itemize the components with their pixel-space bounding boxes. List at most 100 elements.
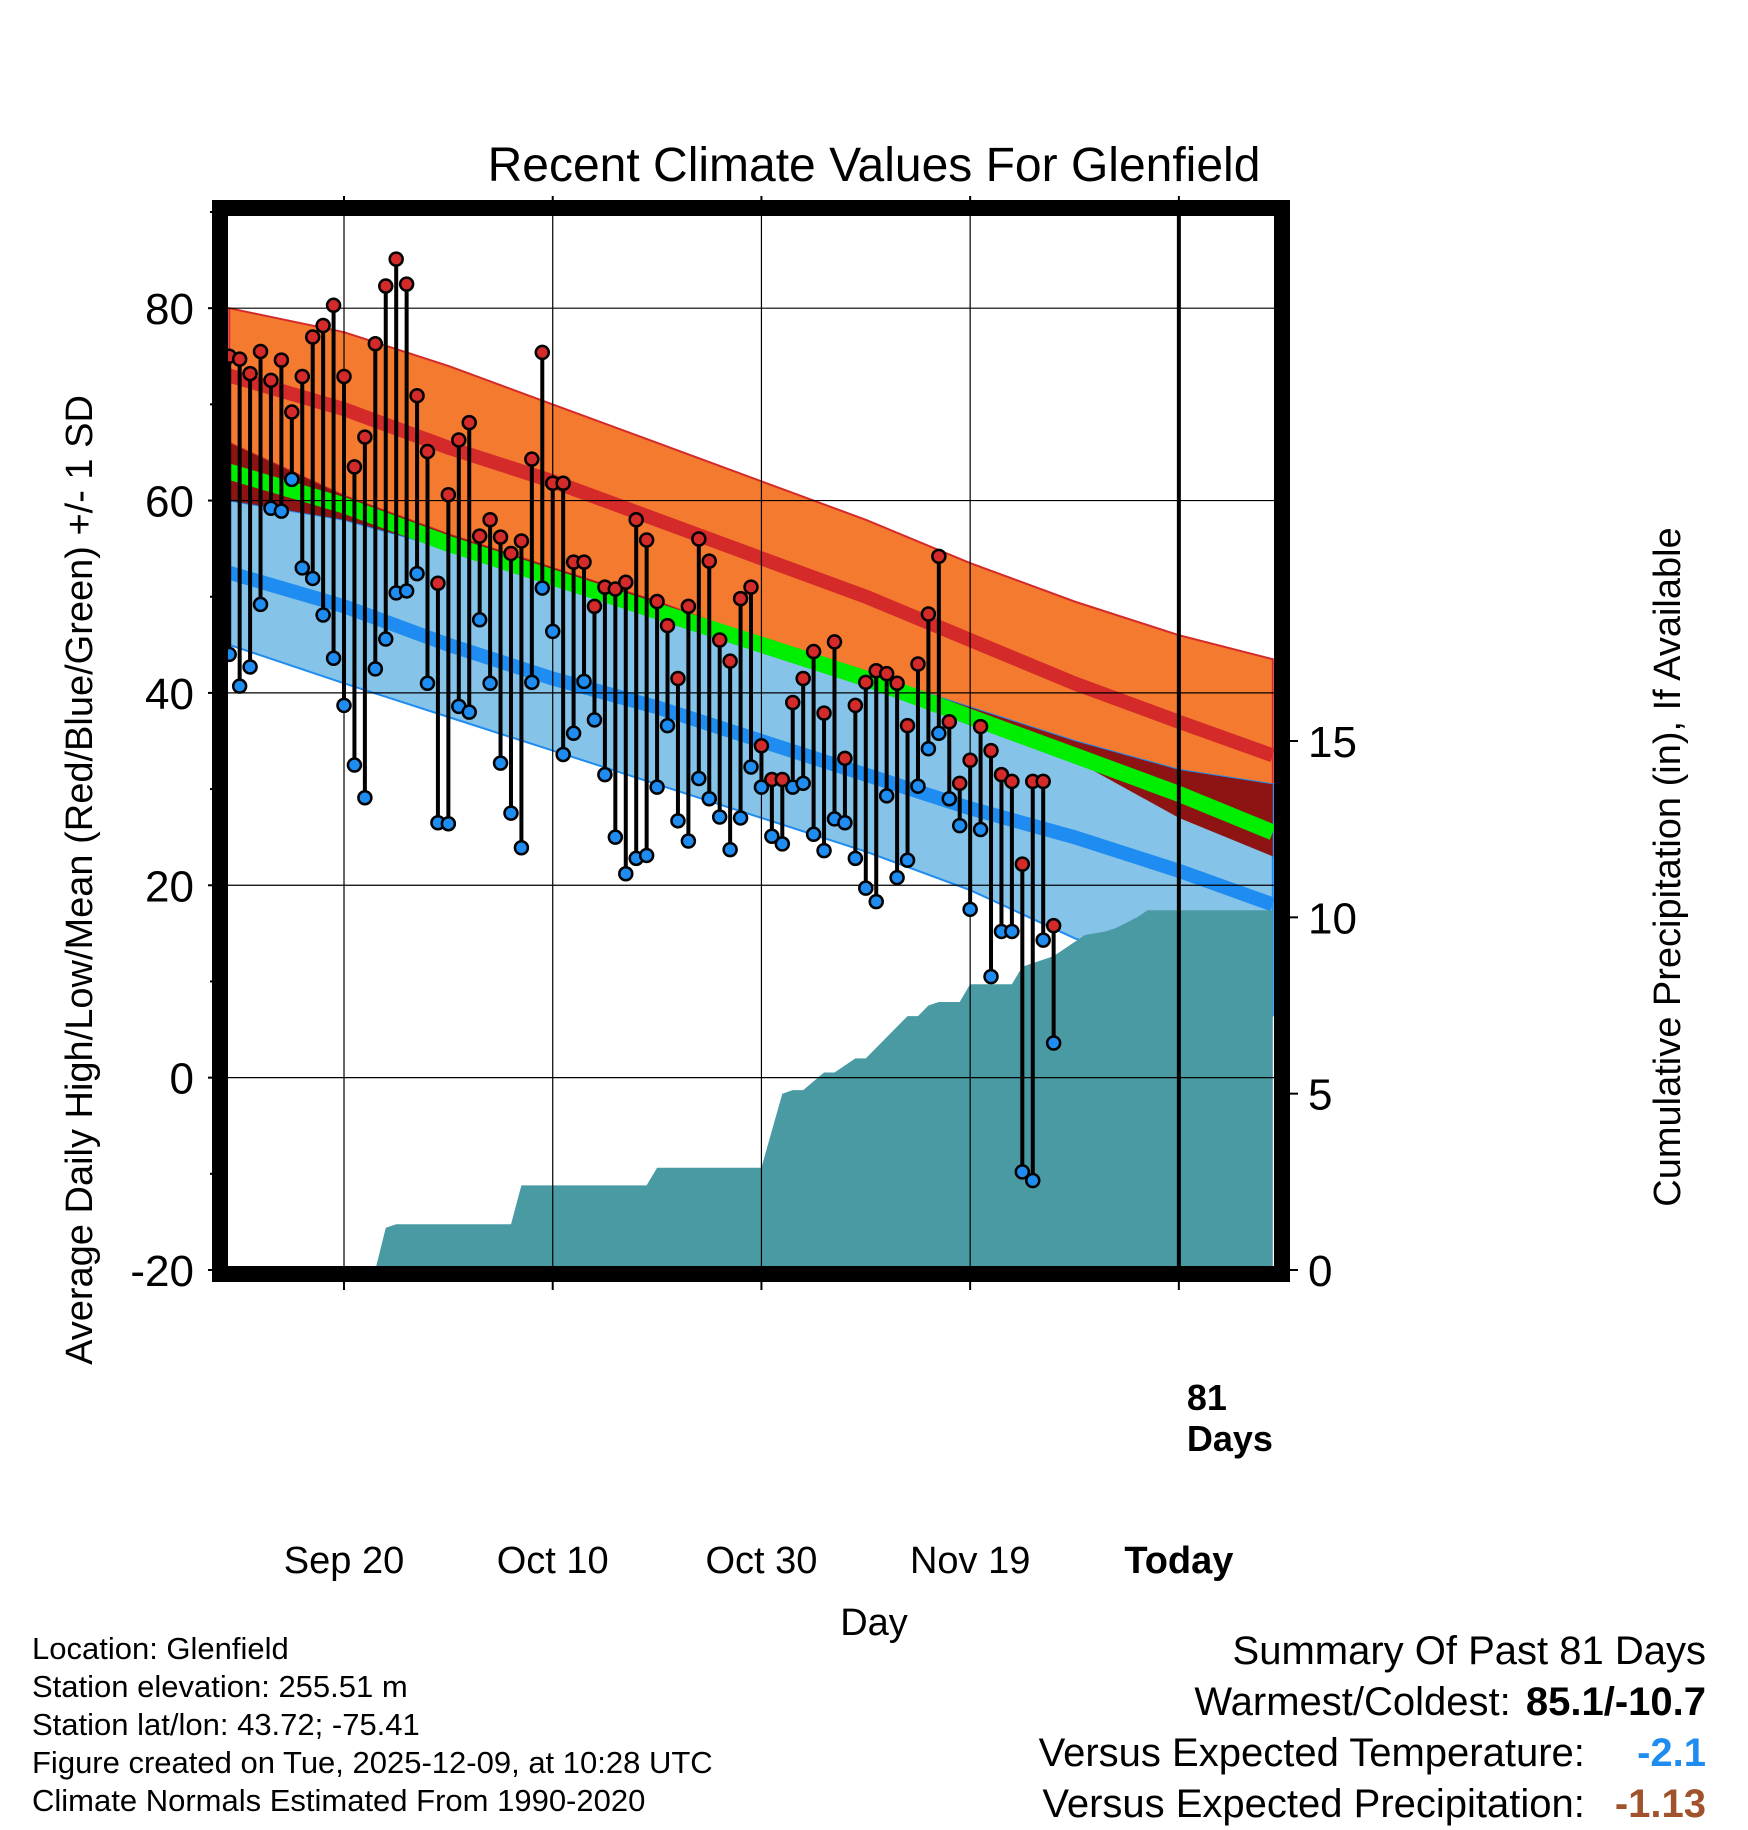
daily-low-point xyxy=(878,788,895,804)
daily-low-point xyxy=(534,580,551,596)
daily-high-point xyxy=(367,336,384,352)
daily-high-point xyxy=(1035,773,1051,790)
daily-low-point xyxy=(231,678,248,694)
daily-low-point xyxy=(544,623,561,640)
summary-warmest-coldest: Warmest/Coldest: 85.1/-10.7 xyxy=(1039,1677,1706,1728)
daily-high-point xyxy=(524,451,540,467)
y-tick-label: 0 xyxy=(170,1055,194,1104)
x-axis-label: Day xyxy=(840,1602,908,1644)
summary-heading: Summary Of Past 81 Days xyxy=(1232,1629,1706,1673)
x-tick-label: Nov 19 xyxy=(910,1540,1030,1582)
daily-high-point xyxy=(837,750,853,767)
daily-high-point xyxy=(711,632,728,648)
daily-high-point xyxy=(899,717,916,734)
daily-low-point xyxy=(816,842,832,859)
daily-high-point xyxy=(784,694,801,711)
daily-low-point xyxy=(618,865,634,882)
daily-high-point xyxy=(419,443,436,460)
daily-high-point xyxy=(962,752,978,768)
daily-low-point xyxy=(607,829,624,845)
summary-precip: Versus Expected Precipitation: -1.13 xyxy=(1039,1779,1706,1830)
x-tick-label: Oct 10 xyxy=(497,1540,609,1582)
daily-low-point xyxy=(722,841,738,858)
daily-high-point xyxy=(628,512,644,528)
daily-high-point xyxy=(492,529,509,545)
summary-panel: Summary Of Past 81 Days Warmest/Coldest:… xyxy=(1039,1626,1706,1830)
daily-low-point xyxy=(931,725,947,742)
daily-low-point xyxy=(471,612,488,628)
daily-low-point xyxy=(294,560,311,576)
daily-low-point xyxy=(576,673,592,690)
daily-low-point xyxy=(492,755,509,771)
chart-title: Recent Climate Values For Glenfield xyxy=(488,139,1261,192)
daily-high-point xyxy=(451,432,467,448)
daily-low-point xyxy=(701,790,718,807)
daily-low-point xyxy=(1014,1164,1031,1180)
y-tick-label: 60 xyxy=(145,478,194,527)
y-tick-label: -20 xyxy=(130,1247,194,1296)
daily-high-point xyxy=(858,674,874,691)
x-tick-label: Today xyxy=(1124,1540,1233,1582)
daily-high-point xyxy=(284,404,300,420)
daily-low-point xyxy=(242,659,258,675)
daily-high-point xyxy=(722,653,738,669)
daily-high-point xyxy=(315,317,331,334)
daily-high-point xyxy=(430,575,446,592)
daily-high-point xyxy=(1004,773,1020,790)
daily-high-point xyxy=(826,634,843,650)
daily-low-point xyxy=(555,746,571,763)
warmest-coldest-label: Warmest/Coldest: xyxy=(1194,1680,1511,1724)
daily-low-point xyxy=(795,775,811,792)
daily-low-point xyxy=(346,757,363,773)
daily-high-point xyxy=(1045,917,1062,934)
daily-high-point xyxy=(743,579,759,595)
summary-temp: Versus Expected Temperature: -2.1 xyxy=(1039,1728,1706,1779)
daily-low-point xyxy=(273,503,290,519)
daily-high-point xyxy=(378,278,394,294)
created-text: Figure created on Tue, 2025-12-09, at 10… xyxy=(32,1745,713,1780)
daily-low-point xyxy=(680,833,697,849)
daily-high-point xyxy=(503,545,519,562)
daily-high-point xyxy=(847,697,864,714)
daily-low-point xyxy=(868,893,884,910)
daily-high-point xyxy=(878,665,895,682)
daily-low-point xyxy=(325,650,342,667)
daily-high-point xyxy=(346,459,363,475)
daily-low-point xyxy=(440,815,457,832)
daily-low-point xyxy=(691,770,707,787)
daily-low-point xyxy=(357,789,373,806)
daily-low-point xyxy=(837,815,853,831)
daily-high-point xyxy=(586,598,603,615)
daily-low-point xyxy=(565,725,582,742)
daily-high-point xyxy=(409,387,425,404)
daily-high-point xyxy=(607,581,624,597)
daily-low-point xyxy=(962,901,978,918)
daily-low-point xyxy=(419,675,436,692)
daily-high-point xyxy=(263,372,279,389)
daily-low-point xyxy=(847,850,864,867)
station-info: Location: Glenfield Station elevation: 2… xyxy=(32,1630,713,1820)
daily-low-point xyxy=(920,740,937,757)
daily-high-point xyxy=(691,531,707,547)
y2-tick-label: 15 xyxy=(1308,718,1357,767)
daily-high-point xyxy=(398,276,415,292)
daily-low-point xyxy=(858,880,874,896)
daily-high-point xyxy=(555,475,571,491)
daily-high-point xyxy=(701,553,718,569)
y-tick-label: 40 xyxy=(145,670,194,719)
elevation-text: Station elevation: 255.51 m xyxy=(32,1669,408,1704)
daily-low-point xyxy=(503,805,519,821)
daily-low-point xyxy=(304,570,321,587)
y2-axis-label: Cumulative Precipitation (in), If Availa… xyxy=(1647,527,1689,1206)
daily-low-point xyxy=(597,766,613,783)
daily-high-point xyxy=(972,718,989,735)
daily-low-point xyxy=(711,809,728,825)
daily-low-point xyxy=(482,675,498,692)
daily-high-point xyxy=(513,533,530,549)
precip-area xyxy=(229,910,1273,1270)
daily-low-point xyxy=(1035,932,1051,948)
days-count-label: 81 xyxy=(1187,1377,1227,1418)
daily-low-point xyxy=(899,852,916,869)
daily-high-point xyxy=(805,643,822,660)
plot-clip-group xyxy=(224,212,1278,1270)
